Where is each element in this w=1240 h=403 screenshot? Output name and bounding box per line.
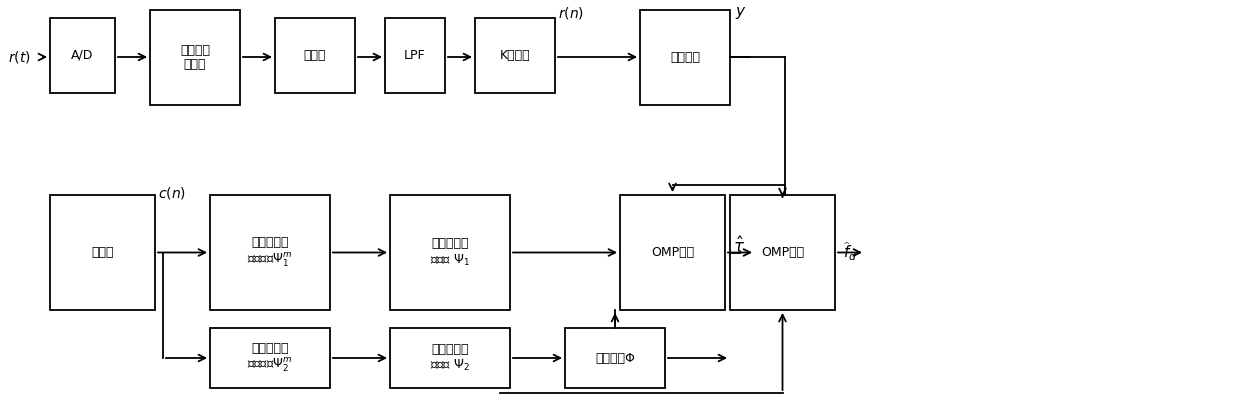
Text: 下变频: 下变频	[304, 49, 326, 62]
Text: $\widehat{f}_d$: $\widehat{f}_d$	[843, 241, 857, 263]
Text: OMP重构: OMP重构	[651, 246, 694, 259]
Bar	[391, 195, 510, 310]
Text: $r(t)$: $r(t)$	[7, 49, 31, 65]
Text: OMP重构: OMP重构	[761, 246, 804, 259]
Bar	[640, 10, 730, 105]
Bar	[150, 10, 241, 105]
Text: $\hat{\tau}$: $\hat{\tau}$	[733, 237, 745, 257]
Bar	[275, 18, 355, 93]
Bar	[730, 195, 835, 310]
Text: $r(n)$: $r(n)$	[558, 5, 584, 21]
Bar	[50, 18, 115, 93]
Text: 信号重组: 信号重组	[670, 51, 701, 64]
Bar	[391, 328, 510, 388]
Text: A/D: A/D	[72, 49, 94, 62]
Text: 接收转换
滤波器: 接收转换 滤波器	[180, 44, 210, 71]
Text: 构造单周期
稀疏矩阵Ψ$_1^m$: 构造单周期 稀疏矩阵Ψ$_1^m$	[248, 236, 293, 269]
Text: 观测矩阵Φ: 观测矩阵Φ	[595, 351, 635, 364]
Bar	[210, 328, 330, 388]
Bar	[384, 18, 445, 93]
Text: 构造单周期
稀疏矩阵Ψ$_2^m$: 构造单周期 稀疏矩阵Ψ$_2^m$	[248, 342, 293, 374]
Text: 构造联合稀
疏矩阵 Ψ$_1$: 构造联合稀 疏矩阵 Ψ$_1$	[430, 237, 470, 268]
Text: 本地码: 本地码	[92, 246, 114, 259]
Bar	[475, 18, 556, 93]
Text: K倍抽取: K倍抽取	[500, 49, 531, 62]
Bar	[210, 195, 330, 310]
Text: $y$: $y$	[735, 5, 746, 21]
Bar	[50, 195, 155, 310]
Text: LPF: LPF	[404, 49, 425, 62]
Text: 构造联合稀
疏矩阵 Ψ$_2$: 构造联合稀 疏矩阵 Ψ$_2$	[430, 343, 470, 373]
Text: $c(n)$: $c(n)$	[157, 185, 186, 201]
Bar	[565, 328, 665, 388]
Bar	[620, 195, 725, 310]
